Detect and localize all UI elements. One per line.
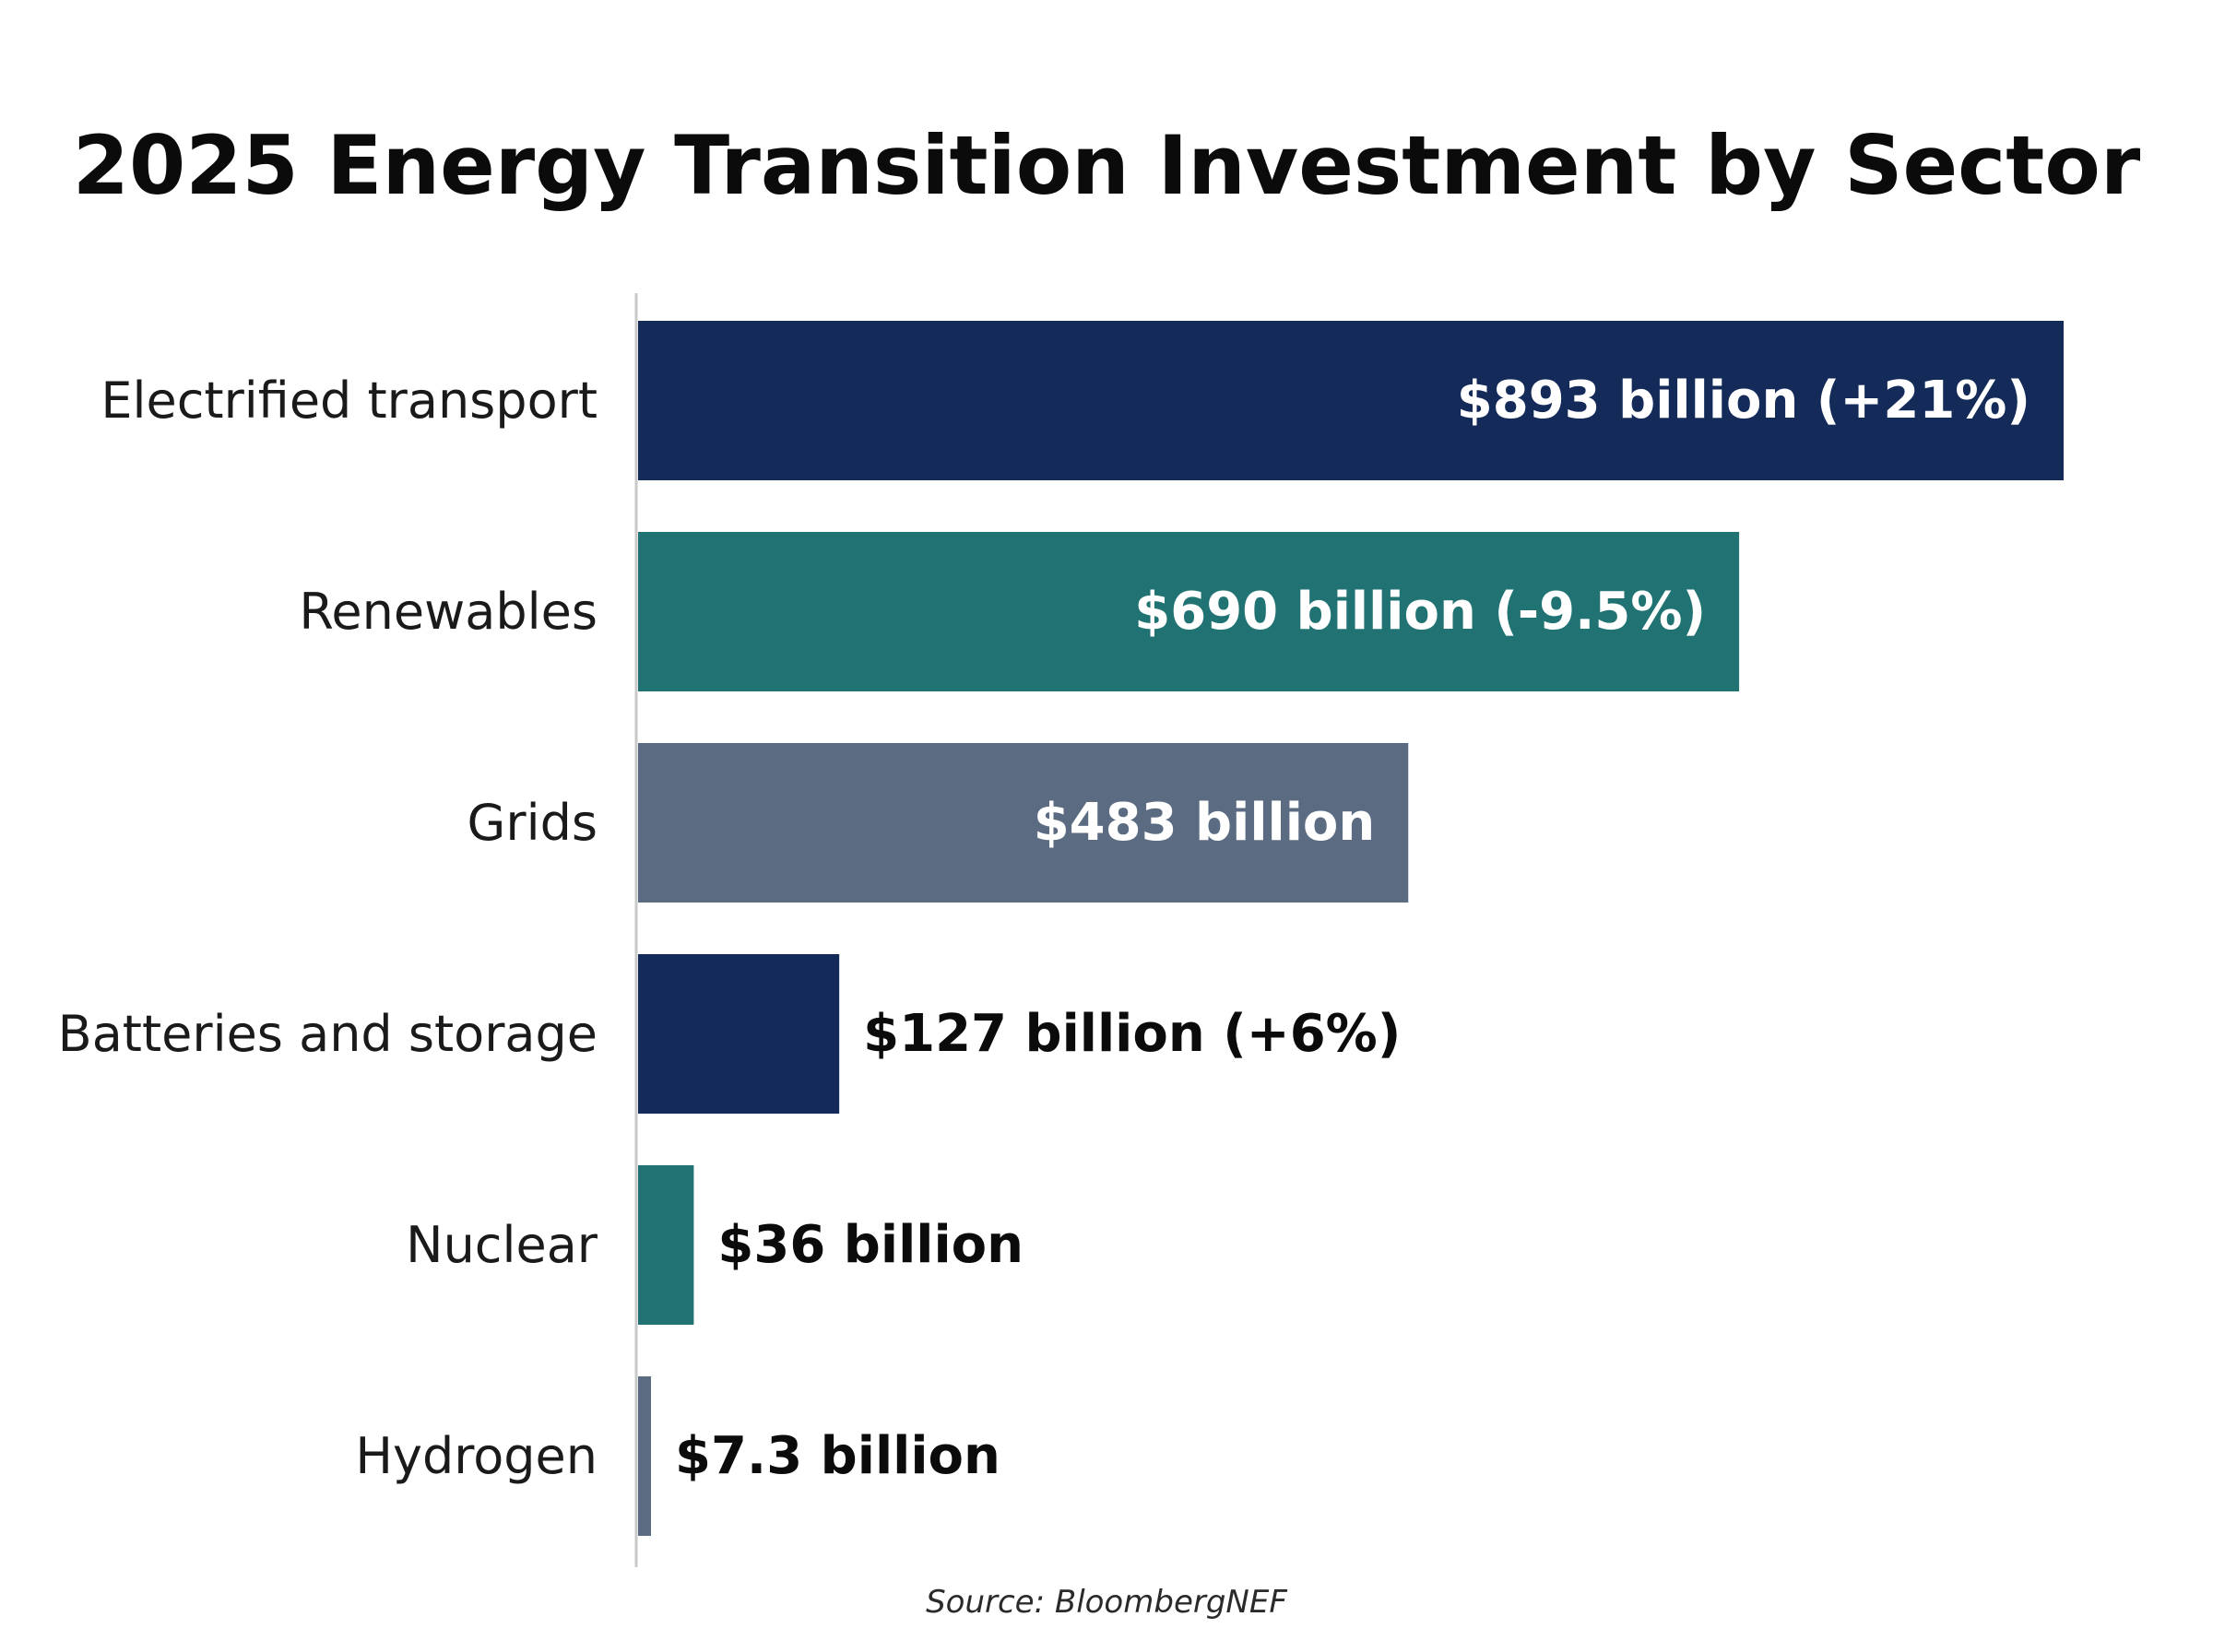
bar-batteries-and-storage (638, 954, 840, 1114)
data-label-batteries-and-storage: $127 billion (+6%) (863, 1004, 1401, 1064)
category-label-batteries-and-storage: Batteries and storage (58, 1005, 598, 1063)
bar-hydrogen (638, 1376, 651, 1536)
category-label-grids: Grids (467, 794, 598, 852)
bar-renewables (638, 532, 1740, 691)
bar-grids (638, 743, 1409, 903)
category-label-electrified-transport: Electrified transport (101, 372, 598, 430)
data-label-renewables: $690 billion (-9.5%) (1134, 582, 1706, 642)
data-label-electrified-transport: $893 billion (+21%) (1457, 371, 2030, 431)
chart-title: 2025 Energy Transition Investment by Sec… (72, 118, 2141, 213)
data-label-hydrogen: $7.3 billion (675, 1426, 1000, 1486)
bar-nuclear (638, 1165, 694, 1325)
data-label-nuclear: $36 billion (717, 1215, 1024, 1275)
category-label-hydrogen: Hydrogen (355, 1427, 598, 1485)
source-note: Source: BloombergNEF (926, 1584, 1287, 1621)
bars-layer: Electrified transport $893 billion (+21%)… (58, 321, 2064, 1536)
data-label-grids: $483 billion (1034, 793, 1376, 853)
bar-electrified-transport (638, 321, 2064, 480)
category-label-nuclear: Nuclear (406, 1216, 598, 1274)
category-label-renewables: Renewables (299, 583, 598, 641)
